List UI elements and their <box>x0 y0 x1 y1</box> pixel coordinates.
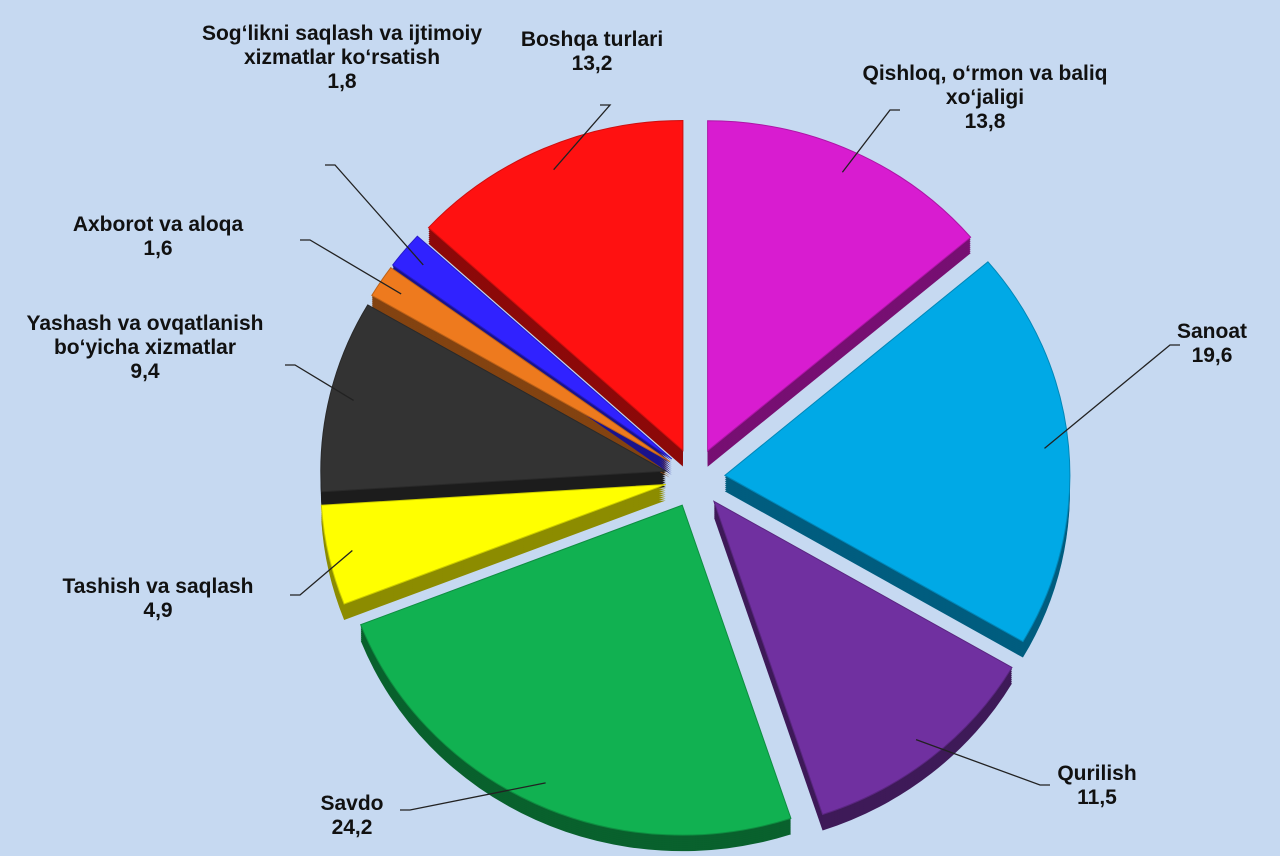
leader-line <box>300 239 402 295</box>
data-label: Sog‘likni saqlash va ijtimoiy xizmatlar … <box>192 22 492 94</box>
data-label: Yashash va ovqatlanish bo‘yicha xizmatla… <box>0 312 295 384</box>
category-label: Sog‘likni saqlash va ijtimoiy xizmatlar … <box>201 22 483 69</box>
category-label: Qurilish <box>1057 762 1137 785</box>
slice <box>391 235 673 460</box>
leader-line <box>553 104 612 171</box>
category-label: Axborot va aloqa <box>72 213 244 236</box>
slice <box>360 504 792 836</box>
value-label: 13,8 <box>964 110 1006 133</box>
value-label: 13,2 <box>571 52 613 75</box>
slice <box>723 261 1071 643</box>
value-label: 4,9 <box>143 599 173 622</box>
value-label: 1,6 <box>143 237 173 260</box>
data-label: Tashish va saqlash 4,9 <box>8 575 308 623</box>
data-label: Qishloq, o‘rmon va baliq xo‘jaligi 13,8 <box>835 62 1135 134</box>
data-label: Sanoat 19,6 <box>1142 320 1280 368</box>
category-label: Yashash va ovqatlanish bo‘yicha xizmatla… <box>26 312 264 359</box>
data-label: Qurilish 11,5 <box>1027 762 1167 810</box>
leader-line <box>325 164 424 266</box>
value-label: 9,4 <box>130 360 160 383</box>
slice <box>320 483 666 605</box>
value-label: 1,8 <box>327 70 357 93</box>
value-label: 19,6 <box>1191 344 1233 367</box>
category-label: Savdo <box>320 792 384 815</box>
leader-line <box>400 782 546 811</box>
category-label: Tashish va saqlash <box>62 575 254 598</box>
slice <box>707 120 972 452</box>
slice <box>713 500 1013 816</box>
value-label: 24,2 <box>331 816 373 839</box>
slice <box>427 120 684 452</box>
leader-line <box>290 549 353 596</box>
data-label: Savdo 24,2 <box>292 792 412 840</box>
value-label: 11,5 <box>1077 786 1117 809</box>
data-label: Boshqa turlari 13,2 <box>482 28 702 76</box>
leader-line <box>1044 344 1180 449</box>
leader-line <box>915 738 1050 786</box>
category-label: Sanoat <box>1176 320 1247 343</box>
data-label: Axborot va aloqa 1,6 <box>58 213 258 261</box>
category-label: Boshqa turlari <box>520 28 664 51</box>
leader-line <box>841 109 900 173</box>
category-label: Qishloq, o‘rmon va baliq xo‘jaligi <box>862 62 1108 109</box>
leader-line <box>285 364 354 401</box>
slice <box>320 304 668 493</box>
